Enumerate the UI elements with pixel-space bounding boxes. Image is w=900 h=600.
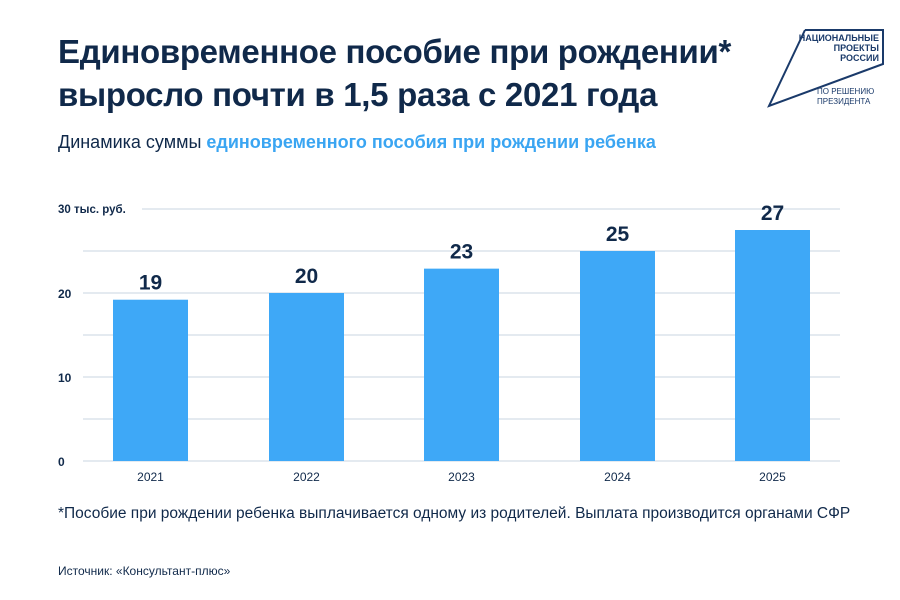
title-line-1: Единовременное пособие при рождении* [58,33,732,70]
source: Источник: «Консультант-плюс» [58,564,231,578]
x-tick-label: 2025 [759,470,786,484]
subtitle-plain: Динамика суммы [58,132,207,152]
data-label: 23 [450,241,473,264]
data-label: 25 [606,223,630,246]
bar-2022 [269,293,344,461]
svg-text:ПО РЕШЕНИЮ: ПО РЕШЕНИЮ [817,87,874,96]
svg-text:НАЦИОНАЛЬНЫЕ: НАЦИОНАЛЬНЫЕ [799,33,879,43]
bar-2024 [580,251,655,461]
svg-text:ПРОЕКТЫ: ПРОЕКТЫ [834,43,880,53]
x-tick-label: 2023 [448,470,475,484]
data-label: 19 [139,272,162,295]
bar-2025 [735,230,810,461]
data-label: 20 [295,265,318,288]
svg-text:ПРЕЗИДЕНТА: ПРЕЗИДЕНТА [817,97,871,106]
footnote: *Пособие при рождении ребенка выплачивае… [58,505,851,522]
subtitle-highlight: единовременного пособия при рождении реб… [206,132,656,152]
x-tick-label: 2024 [604,470,631,484]
y-axis-label: 30 тыс. руб. [58,204,126,216]
y-tick-label: 20 [58,287,72,301]
national-projects-logo: НАЦИОНАЛЬНЫЕ ПРОЕКТЫ РОССИИ ПО РЕШЕНИЮ П… [767,29,884,108]
data-label: 27 [761,202,784,225]
bar-2023 [424,268,499,461]
x-tick-label: 2021 [137,470,164,484]
subtitle: Динамика суммы единовременного пособия п… [58,132,656,153]
bar-2021 [113,299,188,461]
title-line-2: выросло почти в 1,5 раза с 2021 года [58,76,658,113]
y-tick-label: 0 [58,455,65,469]
svg-text:РОССИИ: РОССИИ [840,53,879,63]
y-tick-label: 10 [58,371,72,385]
x-tick-label: 2022 [293,470,320,484]
page-title: Единовременное пособие при рождении* выр… [58,30,731,116]
